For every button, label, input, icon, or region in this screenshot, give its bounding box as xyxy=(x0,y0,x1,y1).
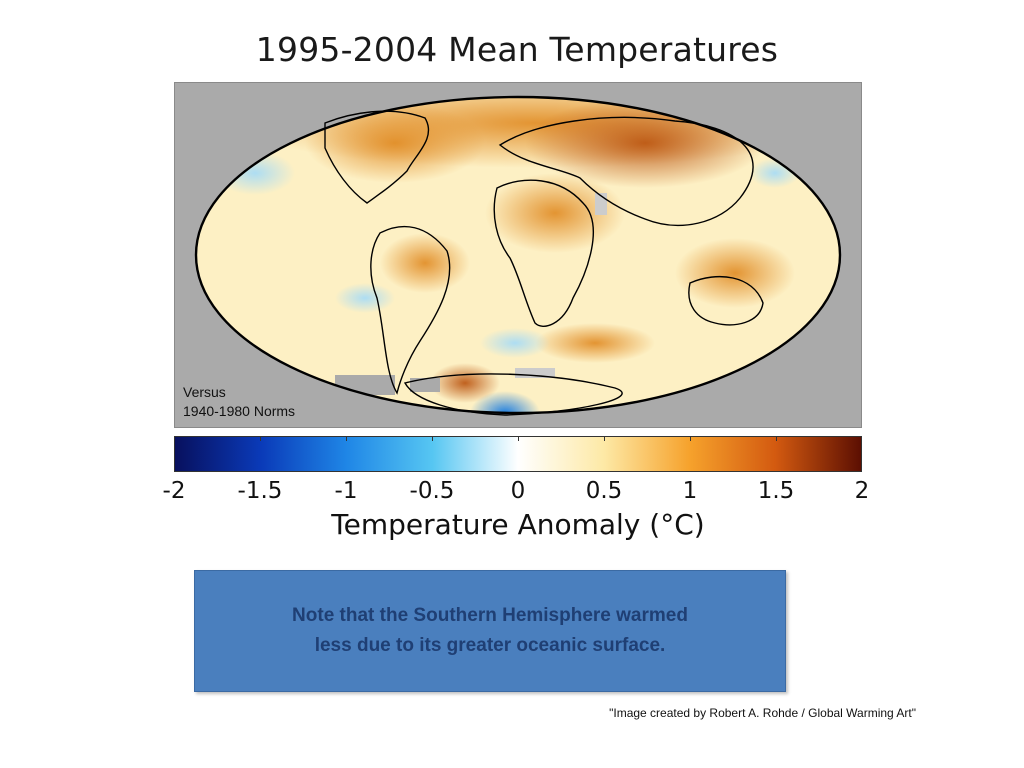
image-credit: "Image created by Robert A. Rohde / Glob… xyxy=(609,706,916,720)
anomaly-field xyxy=(196,97,840,413)
colorbar xyxy=(174,436,862,472)
temperature-anomaly-map: Versus 1940-1980 Norms xyxy=(174,82,862,428)
world-map-image xyxy=(194,95,842,416)
colorbar-tick-label: -2 xyxy=(162,478,186,504)
note-callout: Note that the Southern Hemisphere warmed… xyxy=(194,570,786,692)
colorbar-tick-label: 2 xyxy=(854,478,870,504)
colorbar-tick-label: -1.5 xyxy=(237,478,283,504)
colorbar-tick-label: 1.5 xyxy=(757,478,795,504)
colorbar-tick-label: 0.5 xyxy=(585,478,623,504)
colorbar-tick-label: 0 xyxy=(510,478,526,504)
colorbar-tick-mark xyxy=(518,436,519,441)
colorbar-tick-mark xyxy=(604,436,605,441)
colorbar-tick-mark xyxy=(861,436,862,441)
colorbar-tick-label: -0.5 xyxy=(409,478,455,504)
colorbar-tick-mark xyxy=(776,436,777,441)
colorbar-tick-label: 1 xyxy=(682,478,698,504)
colorbar-tick-mark xyxy=(346,436,347,441)
baseline-note-line2: 1940-1980 Norms xyxy=(183,403,296,419)
colorbar-tick-mark xyxy=(260,436,261,441)
coastlines xyxy=(324,110,764,416)
baseline-note-line1: Versus xyxy=(183,384,226,400)
colorbar-tick-mark xyxy=(174,436,175,441)
baseline-note: Versus 1940-1980 Norms xyxy=(183,383,295,421)
map-boundary xyxy=(194,95,842,415)
colorbar-tick-label: -1 xyxy=(334,478,358,504)
colorbar-label: Temperature Anomaly (°C) xyxy=(331,508,705,541)
slide-title: 1995-2004 Mean Temperatures xyxy=(255,30,779,69)
colorbar-tick-mark xyxy=(690,436,691,441)
note-text: Note that the Southern Hemisphere warmed… xyxy=(292,605,688,656)
colorbar-tick-mark xyxy=(432,436,433,441)
